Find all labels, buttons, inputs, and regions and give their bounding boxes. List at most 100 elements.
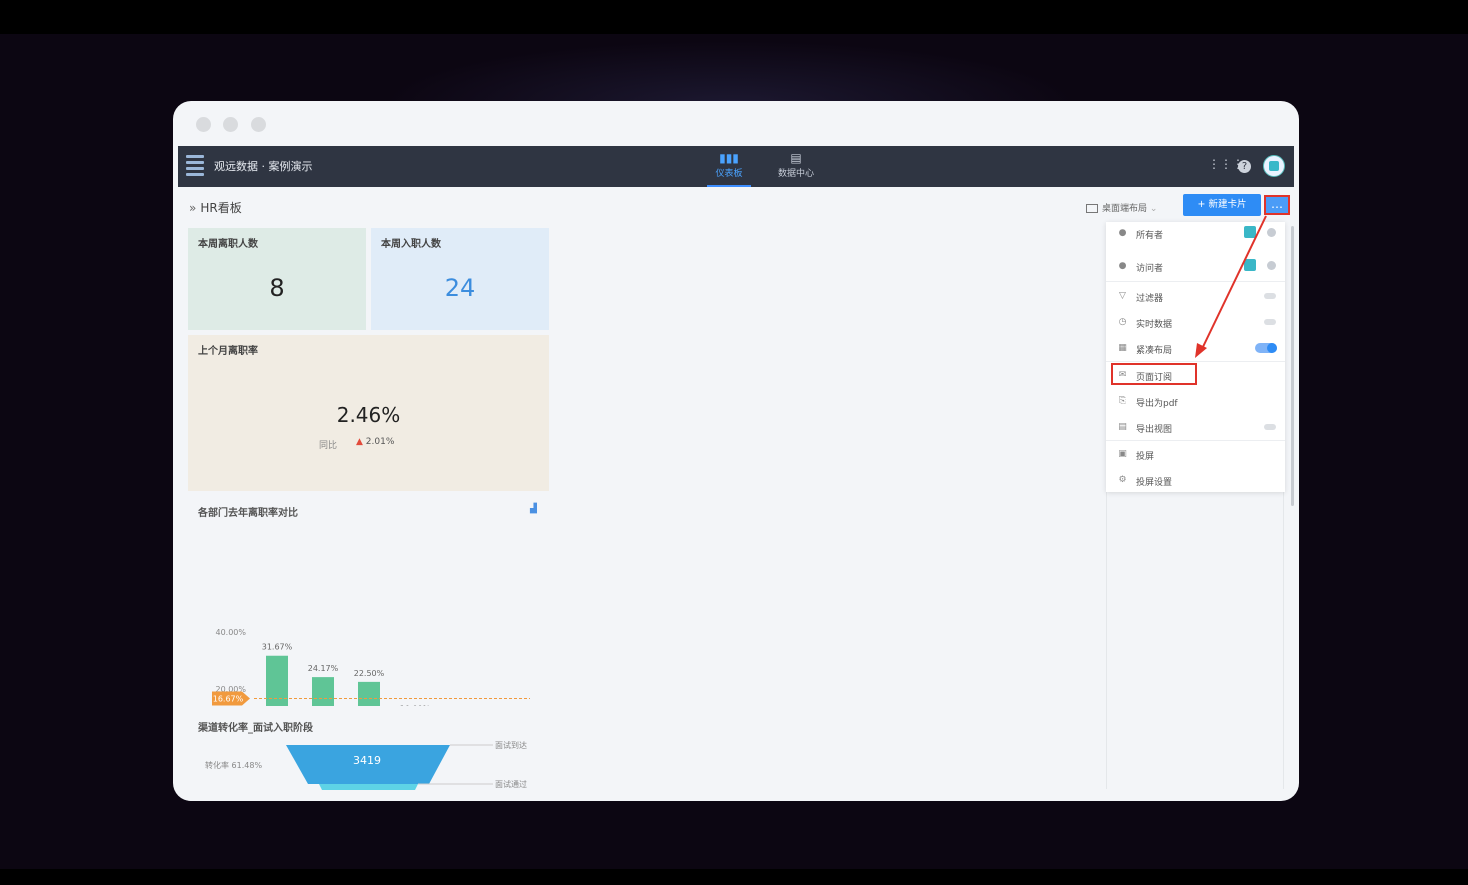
menu-item-label: 访问者 (1136, 264, 1164, 274)
clock-icon: ◷ (1118, 317, 1127, 327)
vertical-scrollbar[interactable] (1291, 226, 1294, 506)
funnel-card[interactable]: 渠道转化率_面试入职阶段 转化率 61.48% 3419 面试到达 面试通过 (188, 713, 549, 801)
hamburger-menu-icon[interactable] (186, 155, 204, 177)
funnel-stage-bottom (319, 784, 418, 790)
bar-chart: 0.00%20.00%40.00%31.67%技术24.17%对外事业部22.5… (212, 628, 530, 707)
funnel-title: 渠道转化率_面试入职阶段 (198, 723, 313, 734)
menu-item-label: 投屏设置 (1136, 478, 1173, 488)
menu-item-label: 过滤器 (1136, 294, 1164, 304)
chevron-down-icon: ⌄ (1149, 204, 1158, 214)
card-value: 24 (444, 274, 476, 302)
export-view-toggle[interactable] (1264, 424, 1276, 430)
layout-select-label: 桌面端布局 (1102, 204, 1148, 214)
screen-icon: ▣ (1118, 449, 1127, 459)
menu-item-cast[interactable]: ▣ 投屏 (1106, 443, 1285, 467)
funnel-stage2-label: 面试通过 (495, 780, 527, 789)
menu-divider (1106, 281, 1285, 282)
card-value: 2.46% (336, 403, 401, 427)
black-top-band (0, 0, 1468, 34)
menu-item-export-view[interactable]: ▤ 导出视图 (1106, 416, 1285, 440)
chart-title: 各部门去年离职率对比 (198, 508, 298, 519)
mail-icon: ✉ (1118, 370, 1127, 380)
settings-icon: ⚙ (1118, 475, 1127, 485)
browser-window: 观远数据 · 案例演示 ▮▮▮ 仪表板 ▤ 数据中心 ⋮⋮⋮ ? » HR看板 桌… (173, 101, 1299, 801)
menu-divider (1106, 361, 1285, 362)
funnel-chart (286, 744, 493, 790)
menu-item-label: 导出为pdf (1136, 399, 1178, 409)
more-menu: ● 所有者 ● 访问者 ▽ 过滤器 ◷ 实时数据 ▦ 紧凑布局 (1106, 222, 1285, 492)
window-close-dot[interactable] (196, 117, 211, 132)
menu-item-label: 紧凑布局 (1136, 346, 1173, 356)
window-maximize-dot[interactable] (251, 117, 266, 132)
funnel-value: 3419 (353, 754, 381, 767)
tab-dashboard-label: 仪表板 (715, 169, 743, 179)
menu-item-visitor[interactable]: ● 访问者 (1106, 255, 1285, 279)
bar-value-label: 31.67% (262, 643, 293, 652)
card-title: 本周入职人数 (381, 239, 441, 250)
filter-icon: ▽ (1119, 291, 1126, 301)
leave-rate-card[interactable]: 上个月离职率 2.46% 同比 ▲ 2.01% (188, 335, 549, 491)
breadcrumb-chevron-icon: » (189, 201, 197, 215)
avatar[interactable] (1263, 155, 1285, 177)
up-arrow-icon: ▲ (356, 437, 363, 447)
menu-item-label: 投屏 (1136, 452, 1155, 462)
window-minimize-dot[interactable] (223, 117, 238, 132)
bar-value-label: 10.00% (400, 705, 431, 707)
menu-item-label: 所有者 (1136, 231, 1164, 241)
app-title: 观远数据 · 案例演示 (214, 160, 313, 173)
compare-value: 2.01% (365, 437, 395, 447)
visitor-avatar (1244, 259, 1256, 271)
help-icon[interactable]: ? (1238, 160, 1251, 173)
remove-icon[interactable] (1267, 261, 1276, 270)
card-title: 上个月离职率 (198, 346, 258, 357)
reference-line-tag (212, 691, 250, 706)
breadcrumb: » HR看板 (189, 199, 242, 216)
tab-data-center[interactable]: ▤ 数据中心 (766, 150, 826, 187)
menu-item-export-pdf[interactable]: ⎘ 导出为pdf (1106, 390, 1285, 414)
app-header: 观远数据 · 案例演示 ▮▮▮ 仪表板 ▤ 数据中心 ⋮⋮⋮ ? (178, 146, 1294, 187)
database-icon: ▤ (790, 151, 802, 165)
menu-item-label: 实时数据 (1136, 320, 1173, 330)
bar-value-label: 24.17% (308, 664, 339, 673)
right-panel (1106, 489, 1284, 789)
menu-item-cast-settings[interactable]: ⚙ 投屏设置 (1106, 469, 1285, 493)
dept-chart-card[interactable]: 各部门去年离职率对比 ▟ 0.00%20.00%40.00%31.67%技术24… (188, 496, 549, 706)
pdf-icon: ⎘ (1118, 396, 1127, 406)
black-bottom-band (0, 869, 1468, 885)
y-tick-label: 40.00% (215, 628, 246, 637)
layout-select[interactable]: 桌面端布局 ⌄ (1086, 201, 1157, 214)
page-title: HR看板 (200, 201, 242, 215)
card-value: 8 (269, 274, 285, 302)
menu-item-owner[interactable]: ● 所有者 (1106, 222, 1285, 246)
apps-grid-icon[interactable]: ⋮⋮⋮ (1208, 157, 1244, 171)
desktop-icon (1086, 204, 1098, 213)
funnel-rate-label: 转化率 61.48% (205, 761, 263, 770)
funnel-stage1-label: 面试到达 (495, 741, 527, 750)
owner-avatar (1244, 226, 1256, 238)
menu-item-subscribe[interactable]: ✉ 页面订阅 (1106, 364, 1285, 388)
more-button[interactable]: … (1264, 195, 1290, 215)
realtime-toggle[interactable] (1264, 319, 1276, 325)
menu-item-filter[interactable]: ▽ 过滤器 (1106, 285, 1285, 309)
menu-item-label: 页面订阅 (1136, 373, 1173, 383)
compact-toggle[interactable] (1255, 343, 1277, 353)
leave-week-card[interactable]: 本周离职人数 8 (188, 228, 366, 330)
menu-divider (1106, 440, 1285, 441)
layout-icon: ▦ (1118, 343, 1127, 353)
user-icon: ● (1118, 228, 1127, 238)
tab-dashboard[interactable]: ▮▮▮ 仪表板 (699, 150, 759, 187)
bar (266, 655, 288, 706)
join-week-card[interactable]: 本周入职人数 24 (371, 228, 549, 330)
menu-item-compact[interactable]: ▦ 紧凑布局 (1106, 337, 1285, 361)
reference-line-label: 16.67% (213, 694, 244, 703)
bar (358, 681, 380, 706)
funnel-stage-top (286, 745, 450, 784)
card-title: 本周离职人数 (198, 239, 258, 250)
filter-toggle[interactable] (1264, 293, 1276, 299)
new-card-button[interactable]: + 新建卡片 (1183, 194, 1261, 216)
users-icon: ● (1118, 261, 1127, 271)
chart-type-icon[interactable]: ▟ (530, 504, 537, 514)
menu-item-realtime[interactable]: ◷ 实时数据 (1106, 311, 1285, 335)
remove-icon[interactable] (1267, 228, 1276, 237)
compare-value-row: ▲ 2.01% (356, 437, 394, 447)
